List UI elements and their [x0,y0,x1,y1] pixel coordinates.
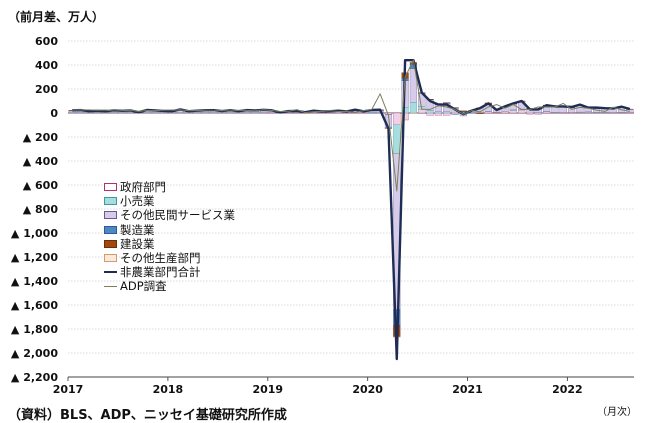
bar-government [535,113,542,114]
y-axis-unit-label: （前月差、万人） [8,8,104,25]
y-axis-tick-labels: 600 400 200 0 ▲ 200 ▲ 400 ▲ 600 ▲ 800 ▲ 1,000 ▲ 1… [11,35,58,384]
y-tick-label: ▲ 1,200 [11,251,58,264]
bar-government [527,113,534,114]
legend-item-adp: ADP調査 [104,279,235,293]
legend-swatch-retail [104,197,117,205]
source-note: （資料）BLS、ADP、ニッセイ基礎研究所作成 [8,404,287,423]
legend-swatch-other-goods [104,254,117,262]
bar-other-services [552,107,559,112]
bar-government [518,110,525,113]
bar-government [452,113,459,114]
y-tick-label: ▲ 1,800 [11,323,58,336]
bar-government [485,112,492,113]
y-tick-label: ▲ 400 [23,155,59,168]
bar-government [435,113,442,115]
bar-retail [427,111,434,113]
line-adp [72,60,630,191]
bar-government [510,111,517,113]
bar-other-services [560,107,567,112]
x-tick-label: 2018 [153,383,184,396]
y-tick-label: 600 [35,35,58,48]
y-tick-label: ▲ 1,000 [11,227,58,240]
legend-swatch-adp [104,286,117,287]
legend-label-government: 政府部門 [120,180,166,194]
legend-swatch-construction [104,240,117,248]
legend-label-other-goods: その他生産部門 [120,251,201,265]
y-tick-label: 0 [50,107,58,120]
y-tick-label: ▲ 2,000 [11,347,58,360]
x-tick-label: 2022 [552,383,583,396]
bar-retail [393,125,400,154]
y-tick-label: 400 [35,59,58,72]
bar-government [502,112,509,113]
legend-label-nonfarm: 非農業部門合計 [120,265,201,279]
x-tick-label: 2020 [352,383,383,396]
y-tick-label: ▲ 1,400 [11,275,58,288]
legend-item-government: 政府部門 [104,180,235,194]
y-tick-label: ▲ 600 [23,179,59,192]
legend-swatch-other-services [104,211,117,219]
bar-construction [477,113,484,114]
legend-label-other-services: その他民間サービス業 [120,208,235,222]
x-tick-label: 2017 [53,383,84,396]
bar-government [443,113,450,115]
bar-government [427,113,434,115]
bar-government [543,112,550,113]
x-axis-tick-labels: 2017 2018 2019 2020 2021 2022 [53,377,583,396]
bar-retail [443,112,450,113]
legend-item-construction: 建設業 [104,237,235,251]
legend-swatch-government [104,183,117,191]
legend-label-retail: 小売業 [120,194,155,208]
legend-item-other-goods: その他生産部門 [104,251,235,265]
legend-swatch-nonfarm [104,271,117,273]
legend: 政府部門 小売業 その他民間サービス業 製造業 建設業 その他生産部門 非農業部… [104,180,235,294]
legend-swatch-manufacturing [104,226,117,234]
legend-item-retail: 小売業 [104,194,235,208]
legend-item-manufacturing: 製造業 [104,223,235,237]
legend-label-construction: 建設業 [120,237,155,251]
y-tick-label: ▲ 800 [23,203,59,216]
legend-label-adp: ADP調査 [120,279,167,293]
y-tick-label: ▲ 2,200 [11,371,58,384]
legend-label-manufacturing: 製造業 [120,223,155,237]
y-tick-label: 200 [35,83,58,96]
x-tick-label: 2021 [452,383,483,396]
bar-retail [435,112,442,113]
legend-item-nonfarm: 非農業部門合計 [104,265,235,279]
bar-retail [410,102,417,113]
x-axis-unit-label: （月次） [597,403,637,418]
y-tick-label: ▲ 1,600 [11,299,58,312]
y-tick-label: ▲ 200 [23,131,59,144]
bar-construction [460,111,467,112]
legend-item-other-services: その他民間サービス業 [104,208,235,222]
x-tick-label: 2019 [252,383,283,396]
bar-government [393,113,400,125]
